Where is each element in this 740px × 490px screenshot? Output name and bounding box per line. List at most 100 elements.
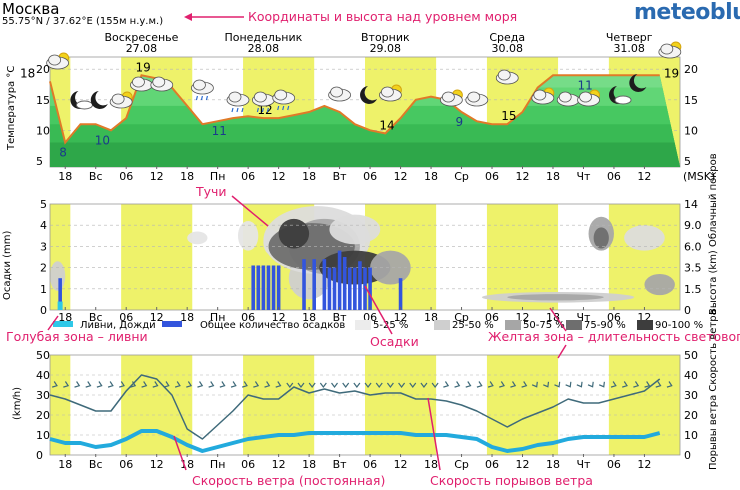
temperature-label: 9 [456, 115, 464, 129]
time-axis-2-label: 18 [302, 311, 316, 324]
wind-direction-arrow [253, 381, 260, 388]
wind-direction-arrow [622, 381, 628, 388]
legend-c3-swatch [505, 320, 521, 330]
cloud-blob [644, 273, 675, 296]
wind-direction-arrow [297, 382, 305, 388]
day-name: Воскресенье [104, 31, 178, 44]
time-axis-3-label: 06 [607, 458, 621, 471]
temperature-label: 8 [59, 146, 67, 160]
precip-legend: Ливни, Дожди Общее количество осадков 5-… [53, 320, 703, 331]
partly-cloudy-icon [379, 84, 402, 102]
temp-tick-left: 5 [36, 155, 43, 168]
wind-chart [49, 374, 673, 453]
moon-icon [360, 86, 378, 104]
daylight-band [608, 355, 680, 455]
wind-direction-arrow [476, 381, 483, 388]
daylight-band [608, 204, 680, 310]
wind-direction-arrow [264, 381, 271, 388]
temperature-label: 11 [212, 124, 227, 138]
cloud-rain-icon [272, 89, 296, 111]
cloud-puff [274, 89, 288, 101]
wind-direction-arrow [242, 381, 248, 388]
panel-frame [49, 354, 681, 456]
time-axis-3-label: Чт [576, 458, 591, 471]
brand-logo[interactable]: meteoblue [634, 0, 740, 25]
time-axis-1-label: 06 [485, 170, 499, 183]
city-name: Москва [2, 0, 60, 18]
legend-total: Общее количество осадков [200, 320, 345, 331]
cloud-blob [593, 227, 609, 249]
cloud-shape [614, 95, 632, 105]
temp-tick-right: 5 [684, 155, 691, 168]
time-axis-1-label: 06 [241, 170, 255, 183]
time-axis-2-label: Ср [454, 311, 469, 324]
time-axis-3-label: 12 [272, 458, 286, 471]
rain-drop [231, 107, 234, 113]
wind-direction-arrow [163, 381, 170, 388]
time-axis-1-label: Ср [454, 170, 469, 183]
wind-direction-arrow [554, 381, 561, 388]
cloud-height-tick: 14 [684, 198, 698, 211]
arrow-yellow-zone-2 [557, 344, 567, 359]
wind-tick-right: 30 [684, 389, 698, 402]
wind-direction-arrow [610, 381, 617, 388]
wind-direction-arrow [208, 381, 215, 388]
wind-direction-arrow [107, 381, 114, 388]
precip-bar [332, 267, 337, 310]
wind-tick-left: 30 [36, 389, 50, 402]
arrow-precip [364, 285, 393, 335]
legend-c1: 5-25 % [373, 320, 408, 331]
annotation-precip: Осадки [370, 334, 419, 349]
time-axis-2-label: Вс [89, 311, 103, 324]
time-axis-1-label: 18 [546, 170, 560, 183]
temperature-label: 14 [379, 118, 394, 132]
precip-bar [261, 265, 266, 310]
legend-c3: 50-75 % [523, 320, 565, 331]
precip-axis-label: Осадки (mm) [2, 230, 13, 300]
cloud-puff [228, 91, 242, 103]
rain-drop [277, 105, 280, 111]
cloud-puff [330, 86, 343, 98]
time-axis-2-label: 12 [150, 311, 164, 324]
wind-direction-arrow [431, 382, 439, 388]
wind-direction-arrow [85, 381, 92, 388]
wind-direction-arrow [152, 381, 159, 388]
day-name: Вторник [361, 31, 410, 44]
wind-direction-arrow [275, 381, 282, 388]
rain-drop [282, 105, 285, 111]
wind-direction-arrow [96, 381, 103, 388]
time-axis-1-label: Чт [576, 170, 591, 183]
precip-bar [276, 265, 281, 310]
temperature-label: 19 [135, 60, 150, 74]
time-axis-3-label: 12 [150, 458, 164, 471]
wind-tick-left: 40 [36, 369, 50, 382]
precip-tick: 4 [40, 219, 47, 232]
wind-direction-arrow [409, 382, 417, 388]
time-axis-1-label: Вс [89, 170, 103, 183]
precip-bar [266, 265, 271, 310]
daylight-band [365, 355, 437, 455]
moon-icon [90, 91, 108, 109]
cloud-puff [497, 69, 511, 81]
time-axis-2-label: 06 [607, 311, 621, 324]
time-axis-3-label: 06 [119, 458, 133, 471]
wind-direction-arrow [487, 381, 494, 388]
rain-drop [266, 107, 269, 113]
wind-tick-left: 50 [36, 349, 50, 362]
day-name: Четверг [606, 31, 653, 44]
precip-tick: 0 [40, 304, 47, 317]
wind-direction-arrow [141, 381, 148, 388]
time-axis-1-label: 12 [516, 170, 530, 183]
wind-direction-arrow [398, 382, 406, 388]
annotation-gusts: Скорость порывов ветра [430, 473, 593, 488]
moon-shape [608, 86, 627, 104]
time-axis-1-label: 12 [272, 170, 286, 183]
time-axis-1-label: 18 [58, 170, 72, 183]
cloud-puff [558, 91, 572, 103]
cloud-height-tick: 3.5 [684, 262, 702, 275]
temp-tick-right: 10 [684, 124, 698, 137]
cloud-puff [467, 91, 481, 103]
cloud-height-tick: 1.5 [684, 283, 702, 296]
time-axis-1-label: 12 [150, 170, 164, 183]
